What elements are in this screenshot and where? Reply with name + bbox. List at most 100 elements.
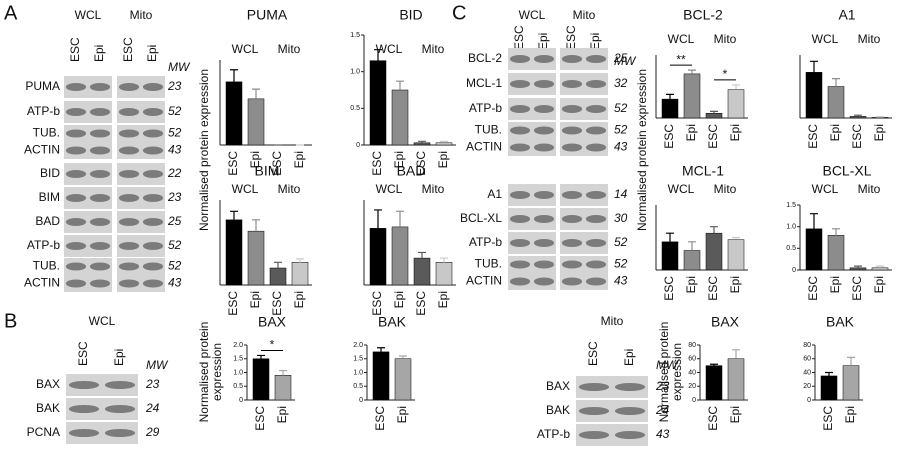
blot-strip — [560, 48, 608, 70]
error-bar — [257, 354, 265, 359]
blot-band — [89, 218, 111, 226]
blot-row-label: ATP-b — [537, 427, 570, 441]
mw-header: MW — [146, 358, 169, 372]
mw-header: MW — [614, 54, 637, 68]
error-bar — [810, 60, 818, 73]
x-tick-label: Epi — [292, 151, 306, 168]
blot-band — [533, 55, 555, 63]
blot-band — [585, 260, 607, 269]
x-tick-label: Epi — [684, 276, 698, 293]
error-bar — [296, 258, 304, 263]
blot-band — [142, 108, 164, 116]
y-tick-label: 2.0 — [353, 342, 363, 349]
blot-band — [65, 242, 87, 250]
blot-strip — [66, 398, 138, 420]
x-tick-label: ESC — [706, 124, 720, 149]
blot-band — [561, 80, 583, 88]
blot-band — [585, 277, 607, 286]
y-tick-label: 0 — [807, 397, 811, 404]
blot-band — [509, 191, 531, 199]
mw-value: 30 — [614, 211, 628, 225]
mw-value: 25 — [613, 51, 628, 65]
blot-band — [142, 279, 164, 288]
blot-band — [118, 262, 140, 271]
x-tick-label: Epi — [872, 124, 886, 141]
mw-value: 43 — [168, 143, 182, 157]
bar — [225, 219, 243, 286]
y-tick-label: 1.5 — [233, 356, 243, 363]
y-tick-label: 0.5 — [233, 383, 243, 390]
error-bar — [418, 251, 426, 259]
group-label: WCL — [812, 32, 839, 46]
chart-title: BAK — [378, 314, 407, 330]
mw-value: 25 — [167, 214, 182, 228]
bar — [274, 375, 292, 401]
blot-band — [89, 108, 111, 116]
lane-label: ESC — [512, 25, 526, 50]
x-tick-label: ESC — [850, 124, 864, 149]
blot-band — [509, 55, 531, 63]
x-tick-label: ESC — [662, 276, 676, 301]
y-tick-label: 1.0 — [786, 224, 796, 231]
error-bar — [440, 140, 448, 143]
blot-strip — [508, 73, 556, 95]
y-tick-label: 20 — [803, 383, 811, 390]
lane-label: ESC — [76, 341, 90, 366]
bar — [661, 241, 679, 271]
lane-label: ESC — [68, 37, 82, 62]
x-tick-label: Epi — [392, 151, 406, 168]
blot-band — [561, 126, 583, 135]
blot-row-label: BCL-XL — [460, 211, 502, 225]
blot-row-label: BAD — [35, 214, 60, 228]
blot-row-label: TUB. — [475, 257, 502, 271]
blot-band — [533, 105, 555, 113]
group-label: Mito — [858, 182, 881, 196]
y-tick-label: 1.5 — [353, 356, 363, 363]
blot-group-label: Mito — [573, 8, 596, 22]
bar — [661, 98, 679, 119]
chart-title: BCL-XL — [822, 163, 871, 179]
blot-band — [561, 277, 583, 286]
group-label: WCL — [376, 182, 403, 196]
blot-band — [118, 146, 140, 155]
y-axis-label: Normalised protein — [197, 322, 211, 423]
blot-strip — [117, 101, 165, 123]
blot-row-label: ATP-b — [27, 104, 60, 118]
blot-row-label: TUB. — [33, 126, 60, 140]
blot-band — [578, 407, 610, 415]
blot-group-label: Mito — [601, 314, 624, 328]
mw-header: MW — [656, 358, 679, 372]
error-bar — [230, 69, 238, 82]
blot-strip — [576, 376, 648, 398]
blot-band — [585, 126, 607, 135]
x-tick-label: Epi — [395, 406, 409, 423]
x-tick-label: Epi — [843, 406, 857, 423]
blot-strip — [64, 163, 112, 185]
bar — [849, 267, 867, 271]
y-tick-label: 2.0 — [233, 342, 243, 349]
blot-band — [65, 262, 87, 271]
blot-strip — [560, 208, 608, 230]
group-label: Mito — [714, 32, 737, 46]
blot-band — [118, 129, 140, 138]
x-tick-label: Epi — [684, 124, 698, 141]
blot-strip — [508, 48, 556, 70]
blot-band — [142, 218, 164, 226]
blot-band — [585, 105, 607, 113]
blot-band — [118, 242, 140, 250]
error-bar — [810, 213, 818, 229]
significance-label: ** — [676, 52, 686, 66]
error-bar — [732, 236, 740, 240]
x-tick-label: ESC — [850, 276, 864, 301]
mw-value: 24 — [655, 403, 670, 417]
group-label: Mito — [422, 42, 445, 56]
mw-value: 23 — [655, 379, 670, 393]
bar — [369, 60, 387, 146]
y-tick-label: 1.5 — [350, 32, 360, 39]
blot-row-label: TUB. — [475, 123, 502, 137]
lane-label: Epi — [588, 33, 602, 50]
bar — [727, 239, 745, 271]
y-tick-label: 0.5 — [353, 383, 363, 390]
blot-band — [89, 146, 111, 155]
mw-value: 43 — [168, 276, 182, 290]
